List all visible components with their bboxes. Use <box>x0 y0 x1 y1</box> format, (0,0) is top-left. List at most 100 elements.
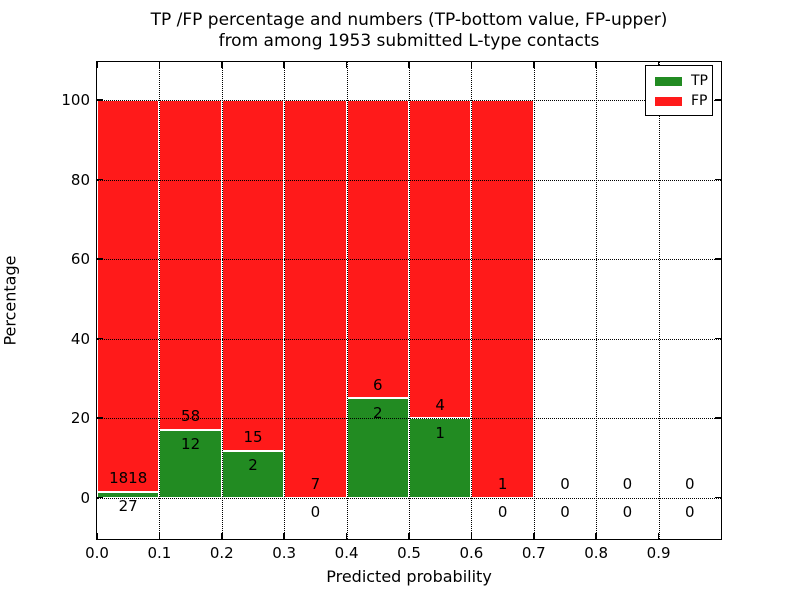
tp-color-swatch <box>655 76 682 86</box>
y-tick-left <box>97 258 103 260</box>
fp-count-label: 1 <box>497 475 508 494</box>
y-tick-left <box>97 337 103 340</box>
bar-value-labels-layer: 1818 27 58 12 15 2 7 0 6 2 4 1 1 0 0 0 0 0 0 0 <box>97 62 721 539</box>
y-tick-right <box>715 258 721 260</box>
tp-bar-segment <box>97 491 160 498</box>
fp-count-label: 15 <box>243 428 263 447</box>
tp-bar-segment <box>346 398 409 498</box>
x-gridline <box>409 62 410 539</box>
fp-count-label: 1818 <box>109 469 148 488</box>
x-tick-top <box>96 62 98 68</box>
x-gridline <box>159 62 161 539</box>
x-tick-bottom <box>283 533 285 539</box>
fp-bar-segment <box>346 100 409 399</box>
x-tick-label: 0.8 <box>584 544 609 562</box>
x-tick-bottom <box>96 533 98 539</box>
tp-count-label: 27 <box>118 497 138 516</box>
x-tick-label: 0.0 <box>85 544 109 562</box>
y-tick-left <box>97 417 103 419</box>
fp-count-label: 0 <box>622 475 633 494</box>
x-tick-top <box>158 62 161 68</box>
x-tick-label: 0.1 <box>147 544 172 562</box>
y-tick-right <box>715 337 721 340</box>
x-axis-label: Predicted probability <box>326 567 492 586</box>
x-tick-bottom <box>345 533 348 539</box>
x-tick-bottom <box>470 533 473 539</box>
x-gridline <box>284 62 286 539</box>
fp-color-swatch <box>655 96 682 106</box>
y-tick-right <box>715 496 721 499</box>
x-tick-bottom <box>408 533 410 539</box>
y-tick-right <box>715 99 721 101</box>
y-tick-label: 20 <box>70 409 90 428</box>
tp-bar-segment <box>221 450 285 498</box>
chart-title: TP /FP percentage and numbers (TP-bottom… <box>97 10 721 52</box>
y-tick-label: 60 <box>70 250 90 269</box>
x-tick-label: 0.4 <box>334 544 359 562</box>
fp-count-label: 58 <box>181 407 201 426</box>
chart-title-line1: TP /FP percentage and numbers (TP-bottom… <box>150 10 668 30</box>
fp-bar-segment <box>97 100 160 492</box>
x-tick-bottom <box>158 533 161 539</box>
y-tick-left <box>97 496 103 499</box>
x-tick-top <box>595 62 597 68</box>
x-tick-top <box>221 62 223 68</box>
fp-bar-segment <box>284 100 347 498</box>
x-tick-label: 0.7 <box>521 544 546 562</box>
tp-count-label: 2 <box>248 456 258 475</box>
y-tick-right <box>715 417 721 419</box>
y-tick-label: 40 <box>70 329 90 348</box>
y-tick-left <box>97 178 103 181</box>
x-gridline <box>596 62 598 539</box>
plot-area: 1818 27 58 12 15 2 7 0 6 2 4 1 1 0 0 0 0 0 0 0 TP FP <box>96 61 722 540</box>
x-gridline <box>658 62 660 539</box>
y-tick-label: 100 <box>61 91 90 110</box>
x-tick-label: 0.6 <box>459 544 484 562</box>
fp-count-label: 0 <box>685 475 695 494</box>
x-gridline <box>346 62 348 539</box>
legend-item-tp: TP <box>646 71 712 91</box>
x-gridline <box>221 62 223 539</box>
x-gridline <box>533 62 535 539</box>
x-tick-top <box>408 62 410 68</box>
x-tick-top <box>283 62 285 68</box>
x-tick-bottom <box>657 533 660 539</box>
legend-label-tp: TP <box>691 73 708 89</box>
tp-count-label: 1 <box>435 423 445 442</box>
y-tick-label: 80 <box>70 170 90 189</box>
grid-layer <box>97 62 721 539</box>
tp-count-label: 0 <box>497 503 508 522</box>
y-axis-label: Percentage <box>0 255 20 346</box>
bars-layer <box>97 62 721 539</box>
x-tick-label: 0.9 <box>646 544 671 562</box>
tp-count-label: 12 <box>181 435 201 454</box>
legend: TP FP <box>645 65 713 116</box>
x-tick-top <box>470 62 473 68</box>
fp-count-label: 4 <box>435 395 445 414</box>
x-tick-label: 0.3 <box>272 544 297 562</box>
y-tick-left <box>97 99 103 101</box>
tp-bar-segment <box>409 418 472 498</box>
chart-title-line2: from among 1953 submitted L-type contact… <box>218 31 600 51</box>
x-tick-top <box>533 62 535 68</box>
fp-bar-segment <box>159 100 222 430</box>
fp-count-label: 0 <box>560 475 570 494</box>
y-tick-right <box>715 178 721 181</box>
tp-count-label: 0 <box>622 503 633 522</box>
x-gridline <box>471 62 473 539</box>
x-tick-bottom <box>221 533 223 539</box>
x-tick-top <box>345 62 348 68</box>
x-tick-label: 0.5 <box>397 544 421 562</box>
x-tick-bottom <box>595 533 597 539</box>
x-tick-label: 0.2 <box>209 544 234 562</box>
tp-count-label: 0 <box>685 503 695 522</box>
fp-count-label: 6 <box>373 375 383 394</box>
y-tick-label: 0 <box>80 488 90 507</box>
fp-bar-segment <box>471 100 534 498</box>
x-tick-bottom <box>533 533 535 539</box>
tp-count-label: 0 <box>560 503 570 522</box>
legend-label-fp: FP <box>691 93 708 109</box>
tp-count-label: 2 <box>373 403 383 422</box>
fp-count-label: 7 <box>310 475 321 494</box>
